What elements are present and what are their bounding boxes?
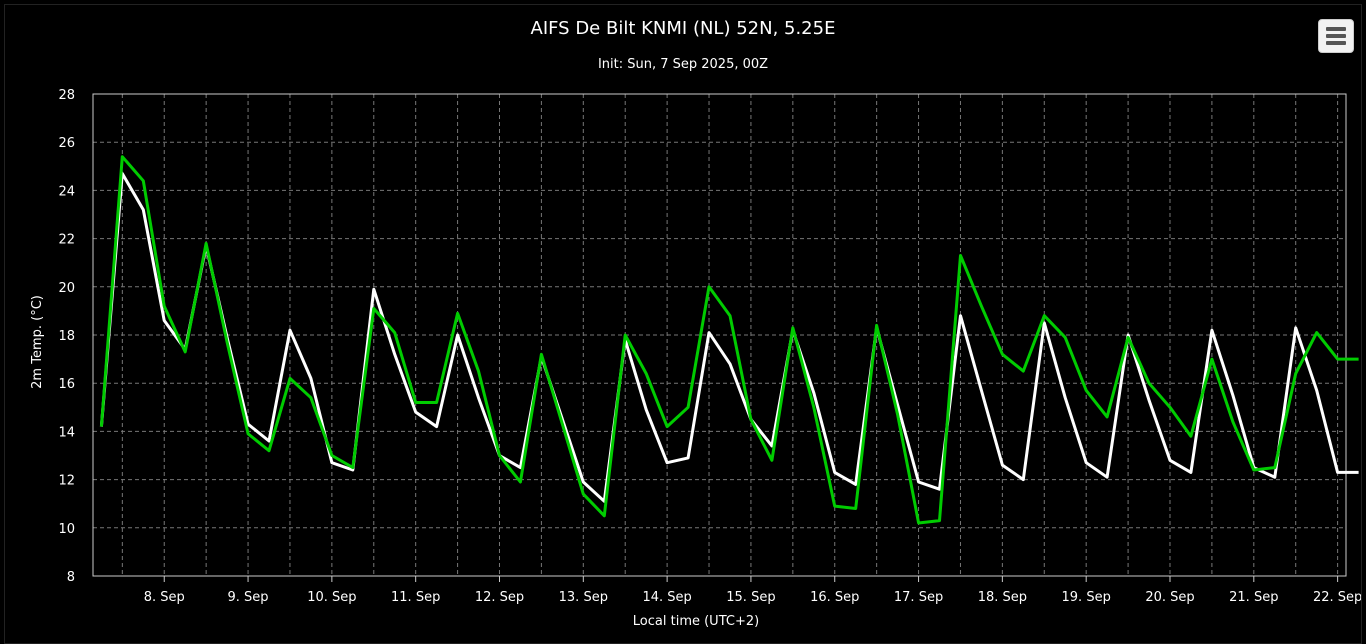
x-axis-label: Local time (UTC+2) xyxy=(633,614,759,629)
temperature-line-chart: AIFS De Bilt KNMI (NL) 52N, 5.25E Init: … xyxy=(30,18,1361,629)
hamburger-icon-bar xyxy=(1326,34,1346,38)
x-tick-label: 16. Sep xyxy=(810,590,859,605)
chart-subtitle: Init: Sun, 7 Sep 2025, 00Z xyxy=(598,57,768,72)
y-tick-label: 18 xyxy=(58,329,75,344)
y-tick-label: 28 xyxy=(58,88,75,103)
series-lines xyxy=(99,155,1359,525)
x-tick-label: 12. Sep xyxy=(475,590,524,605)
x-tick-label: 19. Sep xyxy=(1062,590,1111,605)
y-tick-label: 24 xyxy=(58,184,75,199)
axes: 8 10 12 14 16 18 20 22 24 26 28 8. Sep 9. Sep 10. Sep… xyxy=(58,88,1361,605)
y-tick-label: 26 xyxy=(58,136,75,151)
y-tick-label: 10 xyxy=(58,522,75,537)
y-tick-label: 12 xyxy=(58,474,75,489)
hamburger-icon-bar xyxy=(1326,41,1346,45)
x-tick-label: 14. Sep xyxy=(642,590,691,605)
hamburger-icon-bar xyxy=(1326,27,1346,31)
y-tick-label: 14 xyxy=(58,425,75,440)
x-tick-label: 15. Sep xyxy=(726,590,775,605)
x-tick-label: 13. Sep xyxy=(559,590,608,605)
chart-menu-button[interactable] xyxy=(1318,19,1354,53)
x-tick-label: 18. Sep xyxy=(978,590,1027,605)
chart-title: AIFS De Bilt KNMI (NL) 52N, 5.25E xyxy=(531,18,836,39)
x-tick-label: 22. Sep xyxy=(1313,590,1361,605)
x-tick-label: 10. Sep xyxy=(307,590,356,605)
chart-container: AIFS De Bilt KNMI (NL) 52N, 5.25E Init: … xyxy=(4,4,1362,644)
y-tick-label: 20 xyxy=(58,281,75,296)
plot-border xyxy=(92,93,1347,577)
x-tick-label: 9. Sep xyxy=(228,590,269,605)
y-tick-label: 16 xyxy=(58,377,75,392)
y-tick-label: 8 xyxy=(67,570,75,585)
grid xyxy=(93,94,1346,576)
series-line-1 xyxy=(99,172,1359,503)
y-axis-label: 2m Temp. (°C) xyxy=(30,295,45,389)
x-tick-label: 20. Sep xyxy=(1145,590,1194,605)
x-tick-label: 17. Sep xyxy=(894,590,943,605)
x-tick-label: 11. Sep xyxy=(391,590,440,605)
series-line-2 xyxy=(99,155,1359,525)
x-tick-label: 8. Sep xyxy=(144,590,185,605)
y-tick-label: 22 xyxy=(58,233,75,248)
x-tick-label: 21. Sep xyxy=(1229,590,1278,605)
